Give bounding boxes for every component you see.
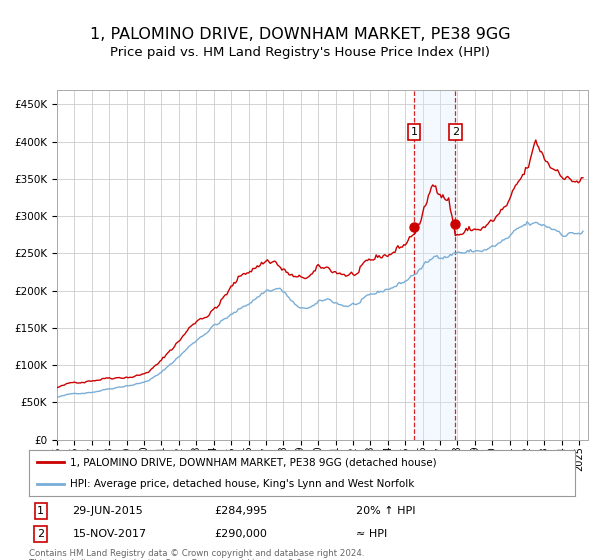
Text: 20% ↑ HPI: 20% ↑ HPI bbox=[356, 506, 416, 516]
Text: Contains HM Land Registry data © Crown copyright and database right 2024.
This d: Contains HM Land Registry data © Crown c… bbox=[29, 549, 364, 560]
Text: 2: 2 bbox=[37, 529, 44, 539]
Text: £290,000: £290,000 bbox=[214, 529, 268, 539]
Text: 1: 1 bbox=[410, 127, 418, 137]
Text: Price paid vs. HM Land Registry's House Price Index (HPI): Price paid vs. HM Land Registry's House … bbox=[110, 46, 490, 59]
Text: 15-NOV-2017: 15-NOV-2017 bbox=[73, 529, 146, 539]
Text: 1, PALOMINO DRIVE, DOWNHAM MARKET, PE38 9GG (detached house): 1, PALOMINO DRIVE, DOWNHAM MARKET, PE38 … bbox=[70, 457, 436, 467]
Text: 2: 2 bbox=[452, 127, 459, 137]
Text: 29-JUN-2015: 29-JUN-2015 bbox=[73, 506, 143, 516]
Text: HPI: Average price, detached house, King's Lynn and West Norfolk: HPI: Average price, detached house, King… bbox=[70, 479, 414, 489]
Bar bbox=[414, 90, 455, 440]
Text: £284,995: £284,995 bbox=[214, 506, 268, 516]
Text: ≈ HPI: ≈ HPI bbox=[356, 529, 388, 539]
Text: 1, PALOMINO DRIVE, DOWNHAM MARKET, PE38 9GG: 1, PALOMINO DRIVE, DOWNHAM MARKET, PE38 … bbox=[89, 27, 511, 42]
Text: 1: 1 bbox=[37, 506, 44, 516]
